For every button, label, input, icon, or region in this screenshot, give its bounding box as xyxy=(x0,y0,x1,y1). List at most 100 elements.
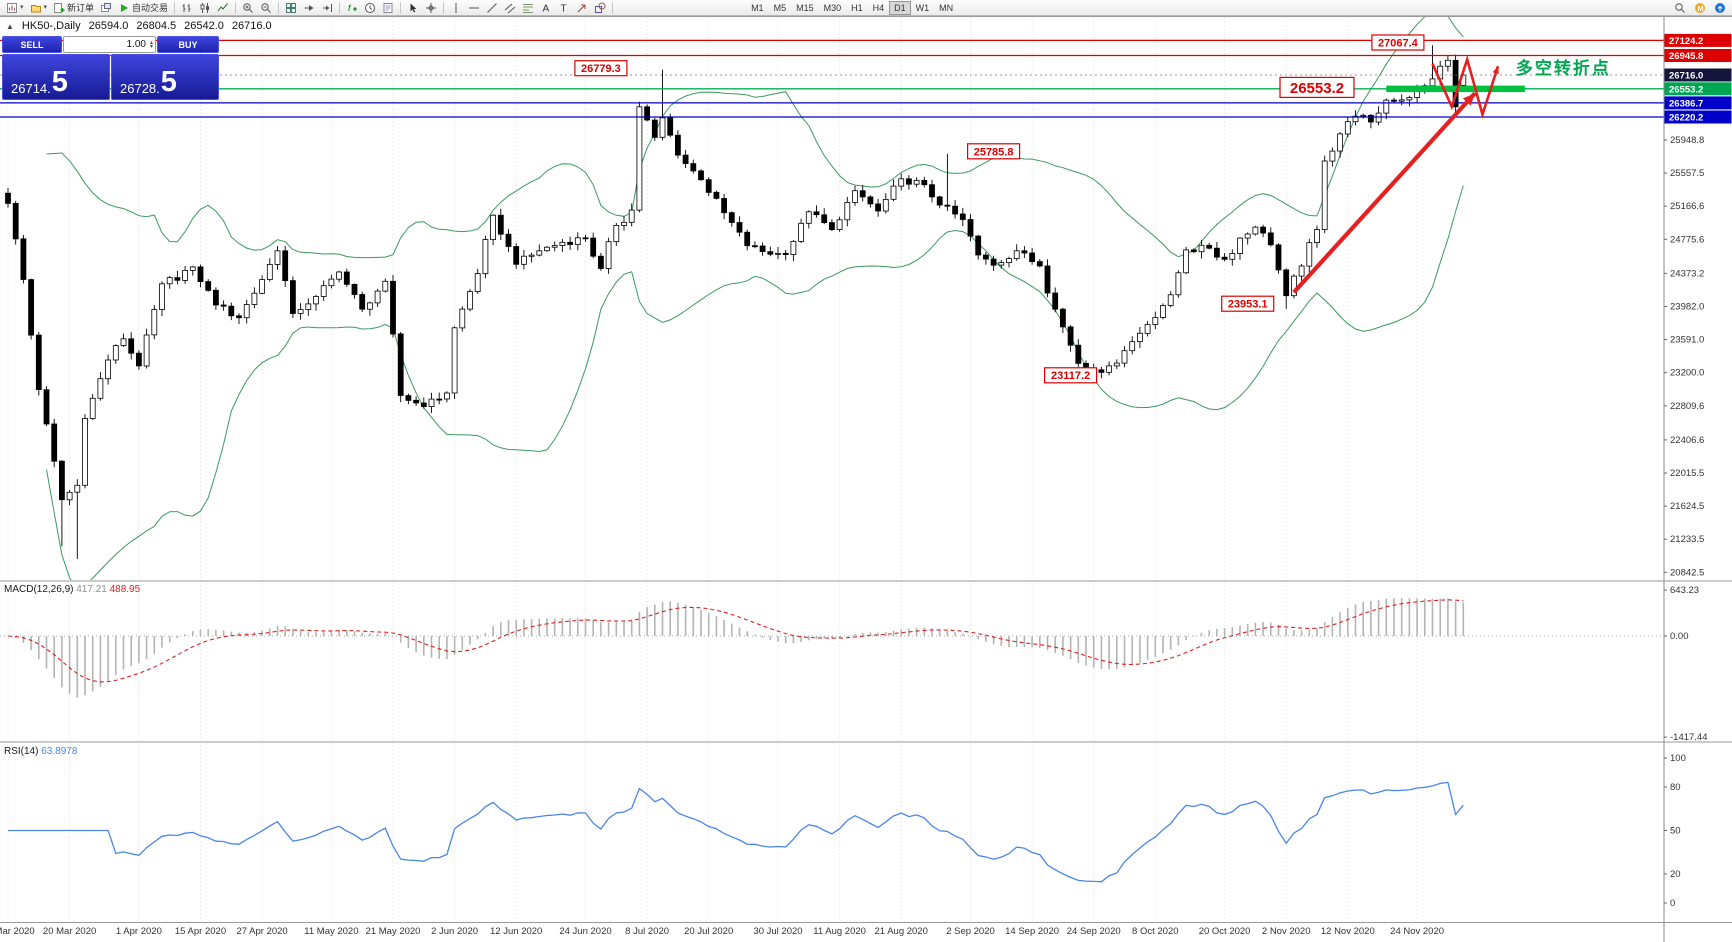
cursor-button[interactable] xyxy=(404,1,422,15)
bar-chart-button[interactable] xyxy=(178,1,196,15)
svg-text:2 Jun 2020: 2 Jun 2020 xyxy=(431,926,478,937)
arrow-button[interactable] xyxy=(573,1,591,15)
line-chart-icon xyxy=(217,2,229,14)
community-button[interactable]: M xyxy=(1691,1,1709,15)
axis-labels: 25948.8 25557.5 25166.6 24775.6 24373.2 23982… xyxy=(1664,33,1732,909)
timeframe-M30[interactable]: M30 xyxy=(819,1,847,15)
zoom-in-button[interactable] xyxy=(239,1,257,15)
price-label-object[interactable]: 23953.1 xyxy=(1221,295,1275,312)
macd-label: MACD(12,26,9) 417.21 488.95 xyxy=(4,584,141,595)
chart-shift-button[interactable] xyxy=(318,1,336,15)
price-label-object[interactable]: 27067.4 xyxy=(1371,34,1425,51)
templates-icon xyxy=(382,2,394,14)
timeframe-MN[interactable]: MN xyxy=(934,1,958,15)
svg-text:21624.5: 21624.5 xyxy=(1670,501,1704,512)
svg-text:22809.6: 22809.6 xyxy=(1670,401,1704,412)
svg-text:26945.8: 26945.8 xyxy=(1669,51,1703,62)
line-chart-button[interactable] xyxy=(214,1,232,15)
svg-text:24775.6: 24775.6 xyxy=(1670,234,1704,245)
price-label-object[interactable]: 26553.2 xyxy=(1279,76,1355,99)
vertical-line-icon xyxy=(450,2,462,14)
horizontal-line-button[interactable] xyxy=(465,1,483,15)
periods-button[interactable] xyxy=(361,1,379,15)
svg-text:25166.6: 25166.6 xyxy=(1670,201,1704,212)
chart-window-button[interactable] xyxy=(97,1,115,15)
tile-windows-button[interactable] xyxy=(282,1,300,15)
text-button[interactable]: A xyxy=(537,1,555,15)
equidistant-channel-button[interactable] xyxy=(501,1,519,15)
svg-text:22406.6: 22406.6 xyxy=(1670,435,1704,446)
svg-text:0: 0 xyxy=(1670,898,1675,909)
sell-price[interactable]: 26714. 5 xyxy=(2,54,110,100)
timeframe-M5[interactable]: M5 xyxy=(769,1,792,15)
lot-increase-icon[interactable]: ▴ xyxy=(149,39,153,46)
vertical-line-button[interactable] xyxy=(447,1,465,15)
price-label-object[interactable]: 25785.8 xyxy=(966,143,1021,160)
svg-text:20 Oct 2020: 20 Oct 2020 xyxy=(1199,926,1251,937)
text-label-button[interactable]: T xyxy=(555,1,573,15)
svg-text:20: 20 xyxy=(1670,869,1681,880)
new-order-icon xyxy=(53,2,65,14)
ohlc-low: 26542.0 xyxy=(184,20,224,32)
fibonacci-button[interactable] xyxy=(519,1,537,15)
bar-chart-icon xyxy=(181,2,193,14)
svg-text:643.23: 643.23 xyxy=(1670,585,1699,596)
svg-text:T: T xyxy=(561,3,567,14)
sell-button[interactable]: SELL xyxy=(2,36,62,53)
svg-text:23200.0: 23200.0 xyxy=(1670,368,1704,379)
timeframe-M15[interactable]: M15 xyxy=(791,1,819,15)
one-click-trading-widget: SELL 1.00 ▴ ▾ BUY 26714. 5 26728. 5 xyxy=(2,36,219,100)
price-label-object[interactable]: 23117.2 xyxy=(1043,367,1098,384)
svg-text:20842.5: 20842.5 xyxy=(1670,567,1704,578)
timeframe-M1[interactable]: M1 xyxy=(746,1,769,15)
chart-shift-icon xyxy=(321,2,333,14)
help-button[interactable] xyxy=(1711,1,1729,15)
tile-windows-icon xyxy=(285,2,297,14)
candlestick-chart-button[interactable] xyxy=(196,1,214,15)
lot-size-value: 1.00 xyxy=(126,39,146,50)
templates-button[interactable] xyxy=(379,1,397,15)
price-label-object[interactable]: 26779.3 xyxy=(574,60,628,77)
lot-size-field[interactable]: 1.00 ▴ ▾ xyxy=(63,36,156,53)
note-text[interactable]: 多空转折点 xyxy=(1516,58,1611,78)
profiles-button[interactable]: ▾ xyxy=(27,1,51,15)
auto-scroll-icon xyxy=(303,2,315,14)
svg-text:21 Aug 2020: 21 Aug 2020 xyxy=(875,926,928,937)
svg-text:11 May 2020: 11 May 2020 xyxy=(304,926,358,937)
svg-text:25948.8: 25948.8 xyxy=(1670,135,1704,146)
crosshair-button[interactable] xyxy=(422,1,440,15)
buy-button[interactable]: BUY xyxy=(157,36,219,53)
new-order-button[interactable]: 新订单 xyxy=(50,1,97,15)
cursor-icon xyxy=(407,2,419,14)
zoom-out-icon xyxy=(260,2,272,14)
horizontal-line-objects[interactable] xyxy=(0,39,1664,118)
ohlc-open: 26594.0 xyxy=(88,20,129,32)
zigzag-arrow-object[interactable] xyxy=(1431,54,1500,120)
svg-text:20 Mar 2020: 20 Mar 2020 xyxy=(43,926,96,937)
new-chart-button[interactable]: ▾ xyxy=(3,1,27,15)
lot-decrease-icon[interactable]: ▾ xyxy=(149,43,153,50)
bollinger-bands xyxy=(46,17,1464,580)
collapse-trade-panel-icon[interactable]: ▲ xyxy=(6,21,14,31)
svg-text:24373.2: 24373.2 xyxy=(1670,268,1704,279)
timeframe-H1[interactable]: H1 xyxy=(846,1,868,15)
svg-text:26779.3: 26779.3 xyxy=(581,63,621,75)
auto-scroll-button[interactable] xyxy=(300,1,318,15)
timeframe-D1[interactable]: D1 xyxy=(889,0,911,15)
svg-text:f: f xyxy=(348,3,352,13)
shapes-button[interactable] xyxy=(591,1,609,15)
svg-text:30 Jul 2020: 30 Jul 2020 xyxy=(753,926,802,937)
autotrading-button[interactable]: 自动交易 xyxy=(115,1,171,15)
search-button[interactable] xyxy=(1671,1,1689,15)
trendline-button[interactable] xyxy=(483,1,501,15)
timeframe-W1[interactable]: W1 xyxy=(911,1,935,15)
buy-price[interactable]: 26728. 5 xyxy=(111,54,219,100)
indicators-icon: f xyxy=(346,2,358,14)
support-zone-object[interactable] xyxy=(1386,85,1525,93)
timeframe-H4[interactable]: H4 xyxy=(868,1,890,15)
zoom-out-button[interactable] xyxy=(257,1,275,15)
trend-arrow-object[interactable] xyxy=(1292,91,1477,294)
svg-text:27067.4: 27067.4 xyxy=(1378,37,1419,49)
indicators-button[interactable]: f xyxy=(343,1,361,15)
